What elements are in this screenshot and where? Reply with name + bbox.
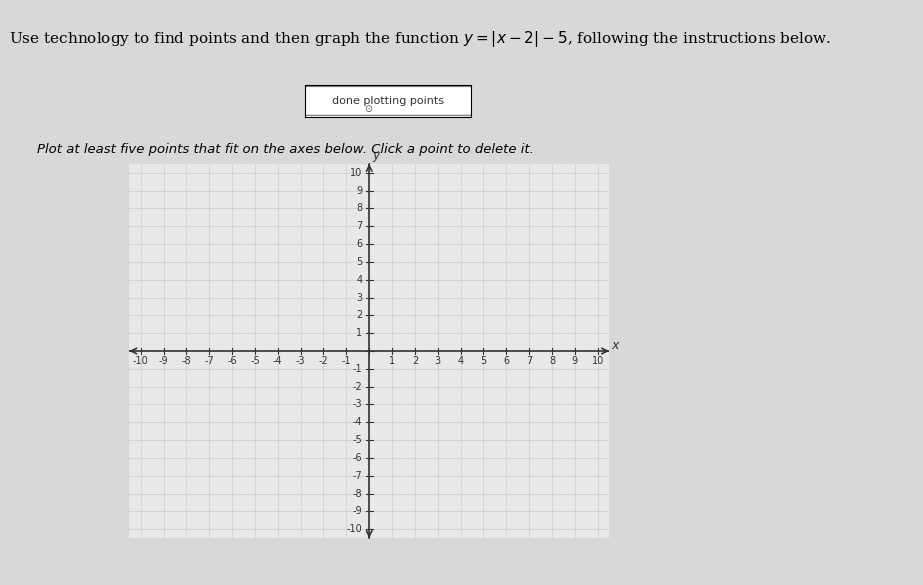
Text: 3: 3 [356, 292, 363, 302]
Text: -4: -4 [273, 356, 282, 366]
Text: -6: -6 [227, 356, 237, 366]
Text: -7: -7 [204, 356, 214, 366]
Text: -4: -4 [353, 417, 363, 427]
Text: 5: 5 [480, 356, 486, 366]
Text: 10: 10 [592, 356, 604, 366]
Text: -8: -8 [182, 356, 191, 366]
Text: 4: 4 [458, 356, 463, 366]
Text: -1: -1 [342, 356, 351, 366]
Text: -2: -2 [318, 356, 329, 366]
Text: 2: 2 [356, 311, 363, 321]
Text: done plotting points: done plotting points [331, 96, 444, 106]
Text: 10: 10 [350, 168, 363, 178]
FancyBboxPatch shape [300, 87, 475, 115]
Text: 8: 8 [356, 204, 363, 214]
Text: 9: 9 [356, 185, 363, 195]
Text: Use technology to find points and then graph the function $y = |x - 2| - 5$, fol: Use technology to find points and then g… [9, 29, 832, 49]
Text: 1: 1 [389, 356, 395, 366]
Text: -5: -5 [353, 435, 363, 445]
Text: ⊙: ⊙ [364, 105, 372, 115]
Text: 8: 8 [549, 356, 555, 366]
Text: 5: 5 [356, 257, 363, 267]
Text: Plot at least five points that fit on the axes below. Click a point to delete it: Plot at least five points that fit on th… [37, 143, 533, 156]
Text: -10: -10 [133, 356, 149, 366]
Text: -6: -6 [353, 453, 363, 463]
Text: 6: 6 [503, 356, 509, 366]
Text: 2: 2 [412, 356, 418, 366]
Text: -9: -9 [353, 507, 363, 517]
Text: 6: 6 [356, 239, 363, 249]
Text: -2: -2 [353, 381, 363, 391]
Text: 4: 4 [356, 275, 363, 285]
Text: -3: -3 [296, 356, 306, 366]
Text: 7: 7 [356, 221, 363, 231]
Text: -5: -5 [250, 356, 259, 366]
Text: 9: 9 [572, 356, 578, 366]
Text: -1: -1 [353, 364, 363, 374]
Text: -7: -7 [353, 471, 363, 481]
Text: 7: 7 [526, 356, 533, 366]
Text: -8: -8 [353, 488, 363, 498]
Text: y: y [372, 149, 379, 162]
Text: -10: -10 [347, 524, 363, 534]
Text: -9: -9 [159, 356, 168, 366]
Text: -3: -3 [353, 400, 363, 409]
Text: 1: 1 [356, 328, 363, 338]
Text: 3: 3 [435, 356, 441, 366]
Text: x: x [611, 339, 618, 352]
